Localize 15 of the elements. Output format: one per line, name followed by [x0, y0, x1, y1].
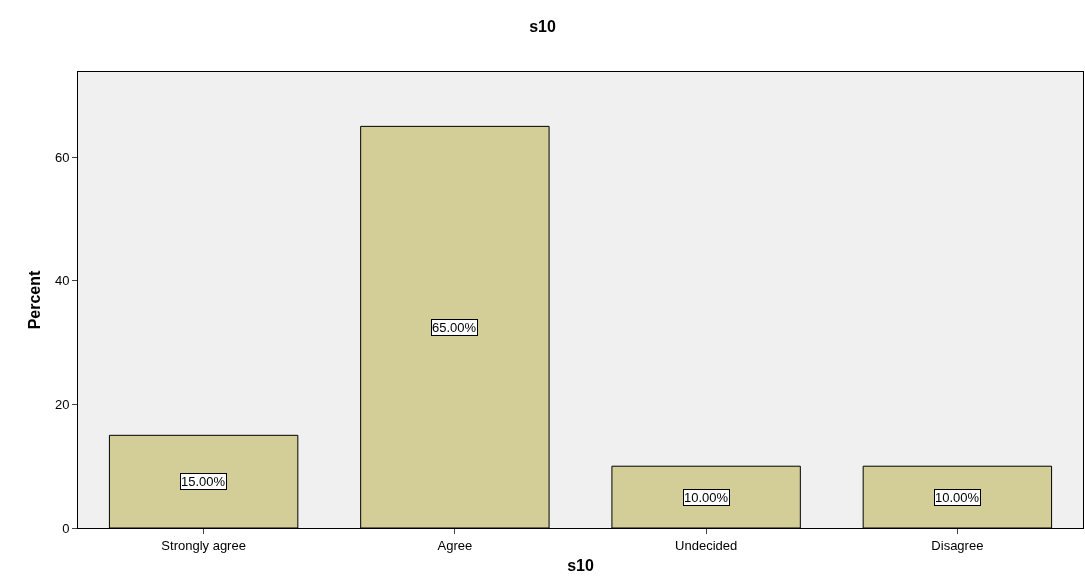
data-label: 15.00% — [181, 474, 226, 489]
y-tick-label: 0 — [62, 520, 70, 536]
data-label: 10.00% — [935, 490, 980, 505]
data-label: 10.00% — [684, 490, 729, 505]
y-tick-label: 40 — [54, 273, 70, 289]
x-tick-label: Undecided — [675, 537, 738, 553]
y-axis-title: Percent — [25, 269, 43, 330]
x-tick-label: Strongly agree — [161, 537, 246, 553]
y-tick-label: 60 — [54, 149, 70, 165]
x-axis-title: s10 — [567, 557, 594, 575]
y-tick-label: 20 — [54, 396, 70, 412]
data-label: 65.00% — [432, 320, 477, 335]
x-tick-label: Disagree — [931, 537, 984, 553]
x-tick-label: Agree — [437, 537, 473, 553]
chart-title: s10 — [529, 17, 556, 35]
